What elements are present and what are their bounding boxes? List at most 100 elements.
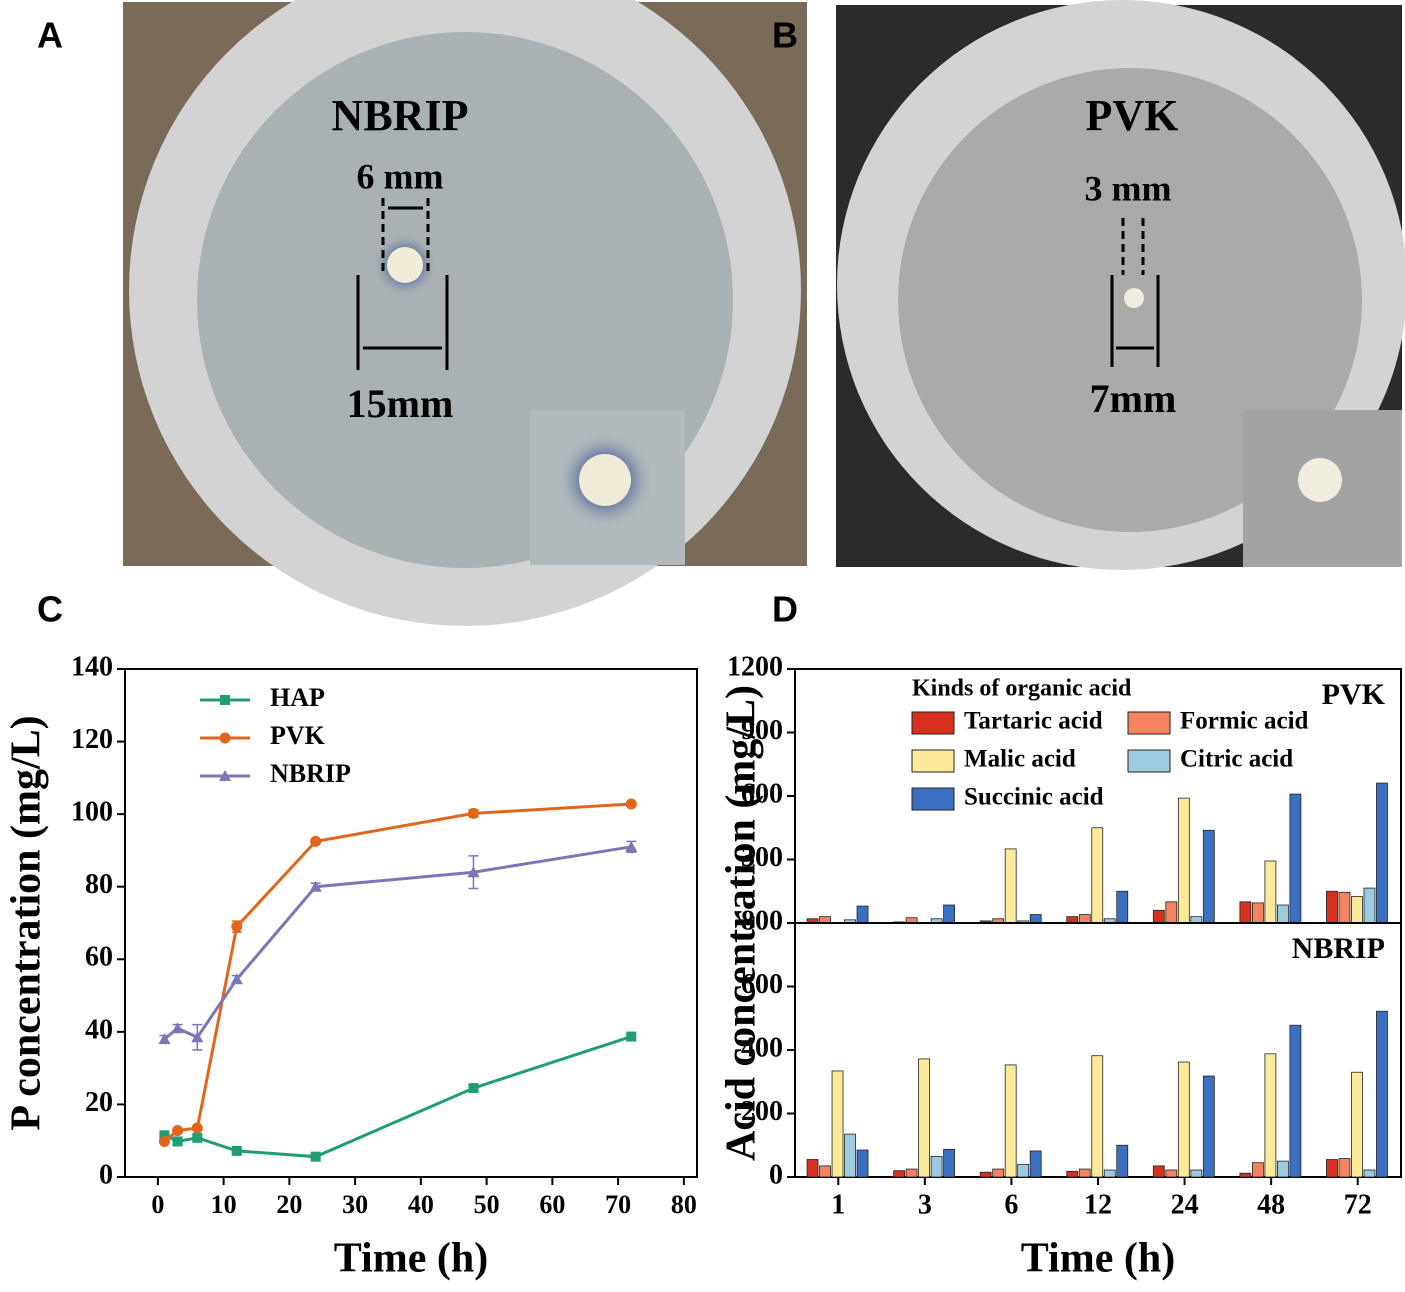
x-tick-label: 3 [918, 1189, 932, 1220]
marker [625, 798, 637, 810]
y-tick-label: 120 [71, 724, 113, 755]
bar [1091, 827, 1104, 924]
marker [159, 1130, 170, 1141]
bar [1264, 1053, 1277, 1178]
bar [1289, 793, 1302, 924]
y-tick-label: 600 [741, 969, 783, 1000]
marker [231, 921, 243, 933]
bar [1338, 1158, 1351, 1178]
y-tick-label: 40 [85, 1014, 113, 1045]
bar [1029, 1150, 1042, 1178]
bar [1116, 890, 1129, 924]
bar [1190, 1169, 1203, 1178]
bar [1264, 860, 1277, 924]
bar [1202, 1075, 1215, 1178]
legend-label: Citric acid [1180, 746, 1293, 773]
marker [219, 770, 231, 781]
legend-swatch [911, 711, 955, 735]
y-tick-label: 100 [71, 797, 113, 828]
outer-measure: 7mm [1090, 376, 1177, 421]
bar [1177, 1061, 1190, 1178]
marker [467, 866, 480, 878]
bar [1029, 914, 1042, 924]
y-tick-label: 600 [741, 778, 783, 809]
legend-label: Malic acid [964, 746, 1076, 773]
bar [844, 1133, 856, 1178]
bar [992, 1168, 1005, 1178]
marker [625, 840, 638, 852]
marker [158, 1135, 170, 1147]
bar [1376, 782, 1388, 924]
y-tick-label: 60 [85, 942, 113, 973]
series-line [163, 802, 632, 1143]
bar [1289, 1024, 1302, 1178]
bar [1165, 1169, 1178, 1178]
bar [1276, 904, 1289, 924]
photo-title: NBRIP [332, 91, 469, 140]
x-axis-label: Time (h) [334, 1236, 488, 1282]
marker [230, 973, 243, 985]
panel-title: NBRIP [1292, 932, 1385, 965]
y-tick-label: 300 [741, 842, 783, 873]
bar [1177, 797, 1190, 924]
x-tick-label: 20 [276, 1190, 302, 1219]
x-tick-label: 70 [605, 1190, 631, 1219]
bar [1004, 848, 1017, 924]
y-axis-label: P concentration (mg/L) [4, 715, 50, 1130]
bar [1066, 1170, 1079, 1178]
x-tick-label: 24 [1171, 1189, 1199, 1220]
y-tick-label: 0 [99, 1159, 113, 1190]
y-tick-label: 1200 [727, 651, 783, 682]
legend-swatch [911, 787, 955, 811]
bar [930, 1155, 943, 1178]
y-tick-label: 900 [741, 715, 783, 746]
marker [172, 1125, 184, 1137]
bar [1251, 1162, 1264, 1178]
bar [979, 1171, 992, 1178]
x-tick-label: 30 [342, 1190, 368, 1219]
marker [171, 1022, 184, 1034]
bar [1363, 887, 1376, 924]
bar [1091, 1055, 1104, 1178]
legend-swatch [911, 749, 955, 773]
y-tick-label: 400 [741, 1032, 783, 1063]
legend-label: HAP [270, 683, 325, 712]
marker [310, 835, 322, 847]
x-tick-label: 72 [1344, 1189, 1372, 1220]
x-tick-label: 48 [1257, 1189, 1285, 1220]
x-tick-label: 6 [1004, 1189, 1018, 1220]
bar [1017, 1163, 1030, 1178]
legend-title: Kinds of organic acid [912, 676, 1132, 702]
panel-label: D [772, 589, 798, 630]
x-tick-label: 10 [211, 1190, 237, 1219]
marker [220, 695, 230, 705]
outer-measure: 15mm [347, 381, 454, 426]
bar [1276, 1160, 1289, 1178]
legend-label: PVK [270, 721, 326, 750]
bar [1004, 1064, 1017, 1178]
bar [1239, 1172, 1252, 1178]
panel-title: PVK [1322, 678, 1386, 711]
legend-label: Formic acid [1180, 708, 1309, 735]
marker [310, 1151, 321, 1162]
bar [831, 1070, 844, 1178]
bar [1363, 1169, 1376, 1178]
legend-swatch [1127, 711, 1171, 735]
bar [1338, 891, 1351, 924]
y-tick-label: 20 [85, 1087, 113, 1118]
legend-label: Tartaric acid [964, 708, 1103, 735]
marker [468, 1083, 479, 1094]
x-tick-label: 50 [474, 1190, 500, 1219]
bar [856, 1149, 869, 1178]
bar [1239, 901, 1252, 924]
marker [231, 1145, 242, 1156]
marker [158, 1033, 171, 1045]
legend-label: NBRIP [270, 759, 351, 788]
marker [219, 732, 231, 744]
y-tick-label: 200 [741, 1096, 783, 1127]
marker [626, 1031, 637, 1042]
bar [893, 1170, 906, 1178]
bar [1116, 1144, 1129, 1178]
x-tick-label: 40 [408, 1190, 434, 1219]
bar [819, 1165, 831, 1178]
